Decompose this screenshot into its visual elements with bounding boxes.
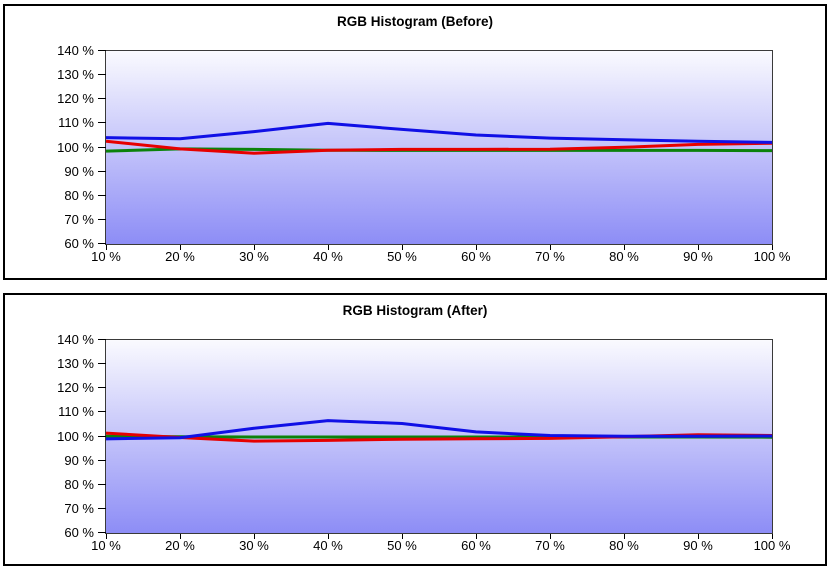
y-axis-tick-label: 90 % xyxy=(64,163,94,179)
chart-panel-before: RGB Histogram (Before) 140 % 130 % 120 % 11… xyxy=(3,4,827,280)
y-axis-tick xyxy=(98,483,106,485)
x-axis-tick-label: 60 % xyxy=(461,249,491,264)
plot-area xyxy=(105,339,773,534)
x-axis-tick xyxy=(698,245,699,250)
x-axis-tick-label: 100 % xyxy=(753,538,791,553)
x-axis-tick-label: 40 % xyxy=(313,249,343,264)
y-axis-tick-label: 130 % xyxy=(57,356,94,372)
x-axis-tick xyxy=(180,534,181,539)
x-axis-tick-label: 30 % xyxy=(239,249,269,264)
series-line-red xyxy=(106,139,772,155)
x-axis-tick-label: 10 % xyxy=(91,249,121,264)
x-axis-tick-label: 20 % xyxy=(165,538,195,553)
y-axis-tick xyxy=(98,435,106,437)
x-axis-tick-label: 50 % xyxy=(387,249,417,264)
y-axis-tick xyxy=(98,411,106,413)
y-axis-tick-label: 140 % xyxy=(57,332,94,347)
y-axis-tick xyxy=(98,339,106,340)
x-axis-tick xyxy=(106,534,107,539)
y-axis-tick-label: 100 % xyxy=(57,139,94,155)
x-axis-tick-label: 20 % xyxy=(165,249,195,264)
series-lines-svg xyxy=(106,419,772,443)
x-axis-tick-label: 10 % xyxy=(91,538,121,553)
y-axis-tick xyxy=(98,98,106,100)
x-axis-tick xyxy=(624,534,625,539)
y-axis-tick-label: 80 % xyxy=(64,476,94,492)
x-axis-tick xyxy=(772,534,773,539)
y-axis-tick xyxy=(98,50,106,51)
x-axis-tick xyxy=(550,245,551,250)
series-line-blue xyxy=(106,121,772,144)
x-axis-tick xyxy=(624,245,625,250)
y-axis-tick-label: 70 % xyxy=(64,211,94,227)
x-axis-tick-label: 80 % xyxy=(609,538,639,553)
y-axis-tick xyxy=(98,170,106,172)
y-axis-tick xyxy=(98,459,106,461)
y-axis-tick-label: 130 % xyxy=(57,67,94,83)
x-axis-tick xyxy=(328,245,329,250)
x-axis-tick-label: 30 % xyxy=(239,538,269,553)
y-axis-tick xyxy=(98,507,106,509)
x-axis-tick xyxy=(254,534,255,539)
y-axis-tick xyxy=(98,146,106,148)
chart-title: RGB Histogram (After) xyxy=(342,303,488,318)
y-axis-tick-label: 80 % xyxy=(64,187,94,203)
x-axis-tick xyxy=(254,245,255,250)
y-axis-tick-label: 60 % xyxy=(64,525,94,540)
x-axis-tick-label: 70 % xyxy=(535,249,565,264)
y-axis-tick-label: 100 % xyxy=(57,428,94,444)
y-axis-tick xyxy=(98,74,106,76)
x-axis-tick xyxy=(698,534,699,539)
x-axis-tick xyxy=(476,245,477,250)
x-axis-tick xyxy=(106,245,107,250)
y-axis-tick xyxy=(98,363,106,365)
y-axis-tick-label: 140 % xyxy=(57,43,94,58)
x-axis-tick xyxy=(180,245,181,250)
x-axis-tick xyxy=(402,534,403,539)
series-line-blue xyxy=(106,419,772,441)
x-axis-tick-label: 50 % xyxy=(387,538,417,553)
y-axis-tick xyxy=(98,532,106,533)
x-axis-tick-label: 90 % xyxy=(683,538,713,553)
y-axis-tick-label: 120 % xyxy=(57,91,94,107)
y-axis-tick xyxy=(98,194,106,196)
x-axis-tick-label: 100 % xyxy=(753,249,791,264)
plot-area xyxy=(105,50,773,245)
y-axis-tick-label: 90 % xyxy=(64,452,94,468)
x-axis-tick-label: 40 % xyxy=(313,538,343,553)
x-axis-tick xyxy=(402,245,403,250)
x-axis-tick xyxy=(328,534,329,539)
x-axis-tick xyxy=(772,245,773,250)
y-axis-tick xyxy=(98,243,106,244)
y-axis-tick-label: 110 % xyxy=(58,115,94,131)
chart-title: RGB Histogram (Before) xyxy=(336,14,493,29)
y-axis-tick xyxy=(98,387,106,389)
y-axis-tick xyxy=(98,122,106,124)
y-axis-tick-label: 120 % xyxy=(57,380,94,396)
series-lines-svg xyxy=(106,121,772,155)
x-axis-tick-label: 80 % xyxy=(609,249,639,264)
x-axis-tick xyxy=(476,534,477,539)
chart-panel-after: RGB Histogram (After) 140 % 130 % 120 % 110… xyxy=(3,293,827,566)
x-axis-tick-label: 70 % xyxy=(535,538,565,553)
x-axis-tick-label: 60 % xyxy=(461,538,491,553)
x-axis-tick-label: 90 % xyxy=(683,249,713,264)
y-axis-tick xyxy=(98,218,106,220)
y-axis-tick-label: 60 % xyxy=(64,236,94,251)
y-axis-tick-label: 70 % xyxy=(64,500,94,516)
x-axis-tick xyxy=(550,534,551,539)
y-axis-tick-label: 110 % xyxy=(58,404,94,420)
